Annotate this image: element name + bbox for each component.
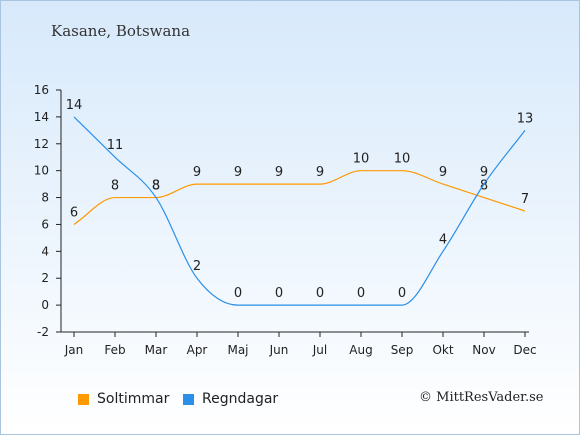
- credit-text: © MittResVader.se: [419, 390, 544, 405]
- data-label-sun: 8: [480, 179, 488, 194]
- data-label-rain: 13: [517, 111, 534, 126]
- y-tick-label: 16: [34, 83, 49, 97]
- x-tick-label: Mar: [145, 343, 168, 357]
- y-tick-label: -2: [37, 325, 49, 339]
- x-tick-label: Apr: [187, 343, 208, 357]
- y-tick-label: 8: [41, 191, 49, 205]
- data-label-rain: 14: [66, 98, 83, 113]
- series-line-rain: [73, 116, 526, 306]
- y-tick-label: 10: [34, 164, 49, 178]
- data-label-rain: 0: [357, 286, 365, 301]
- legend-item-rain: Regndagar: [183, 391, 278, 407]
- y-tick-label: 4: [41, 244, 49, 258]
- x-tick-label: Okt: [432, 343, 453, 357]
- legend-swatch-sun: [78, 393, 89, 405]
- data-label-sun: 8: [111, 179, 119, 194]
- data-label-rain: 11: [107, 138, 124, 153]
- data-label-rain: 8: [152, 179, 160, 194]
- y-tick-label: 12: [34, 137, 49, 151]
- data-label-rain: 0: [316, 286, 324, 301]
- x-tick-label: Nov: [472, 343, 495, 357]
- y-tick-label: 2: [41, 271, 49, 285]
- series-line-sun: [73, 170, 526, 225]
- data-label-sun: 9: [316, 165, 324, 180]
- data-label-rain: 0: [234, 286, 242, 301]
- x-tick-label: Jan: [64, 343, 84, 357]
- data-label-rain: 4: [439, 232, 447, 247]
- data-label-sun: 10: [394, 152, 411, 167]
- data-label-sun: 9: [193, 165, 201, 180]
- x-tick-label: Feb: [104, 343, 125, 357]
- data-label-sun: 9: [439, 165, 447, 180]
- y-tick-label: 0: [41, 298, 49, 312]
- data-label-rain: 0: [398, 286, 406, 301]
- legend-swatch-rain: [183, 393, 194, 405]
- x-tick-label: Aug: [349, 343, 372, 357]
- data-label-rain: 0: [275, 286, 283, 301]
- data-label-sun: 9: [234, 165, 242, 180]
- data-label-sun: 6: [70, 205, 78, 220]
- x-tick-label: Sep: [391, 343, 414, 357]
- data-label-sun: 10: [353, 152, 370, 167]
- legend-item-sun: Soltimmar: [78, 391, 169, 407]
- chart-location-title: Kasane, Botswana: [51, 22, 191, 40]
- y-tick-label: 6: [41, 217, 49, 231]
- data-label-sun: 8: [152, 179, 160, 194]
- legend-label-rain: Regndagar: [202, 391, 279, 407]
- legend-label-sun: Soltimmar: [97, 391, 170, 407]
- data-label-rain: 2: [193, 259, 201, 274]
- y-tick-label: 14: [34, 110, 49, 124]
- data-label-rain: 9: [480, 165, 488, 180]
- x-tick-label: Jul: [312, 343, 327, 357]
- data-label-sun: 9: [275, 165, 283, 180]
- x-tick-label: Dec: [513, 343, 536, 357]
- x-tick-label: Maj: [227, 343, 248, 357]
- data-label-sun: 7: [521, 192, 529, 207]
- x-tick-label: Jun: [269, 343, 289, 357]
